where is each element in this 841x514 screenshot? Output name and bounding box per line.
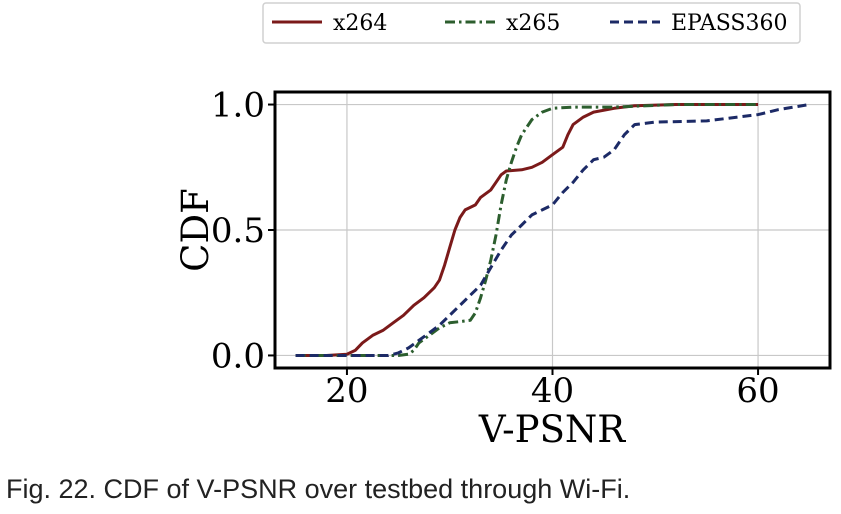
legend: x264 x265 EPASS360 (262, 2, 801, 44)
legend-label-x264: x264 (333, 11, 387, 36)
x-axis-title: V-PSNR (478, 408, 626, 451)
axis-ticks: 20 40 60 0.0 0.5 1.0 (211, 86, 780, 411)
y-axis-title: CDF (174, 188, 217, 272)
cdf-line-chart: 20 40 60 0.0 0.5 1.0 V-PSNR CDF x264 x265 EPA… (174, 2, 832, 451)
y-tick-label: 0.5 (211, 211, 265, 251)
x-tick-label: 40 (531, 371, 574, 411)
x-tick-label: 20 (325, 371, 368, 411)
legend-label-x265: x265 (506, 11, 560, 36)
legend-label-epass360: EPASS360 (671, 11, 787, 36)
legend-box (262, 2, 801, 44)
figure-caption: Fig. 22. CDF of V-PSNR over testbed thro… (6, 474, 631, 504)
y-tick-label: 1.0 (211, 86, 265, 126)
x-tick-label: 60 (736, 371, 779, 411)
series-line-epass360 (295, 103, 810, 357)
grid-lines (275, 92, 830, 368)
series-line-x264 (295, 103, 759, 357)
y-tick-label: 0.0 (211, 336, 265, 376)
series-lines (295, 103, 810, 357)
